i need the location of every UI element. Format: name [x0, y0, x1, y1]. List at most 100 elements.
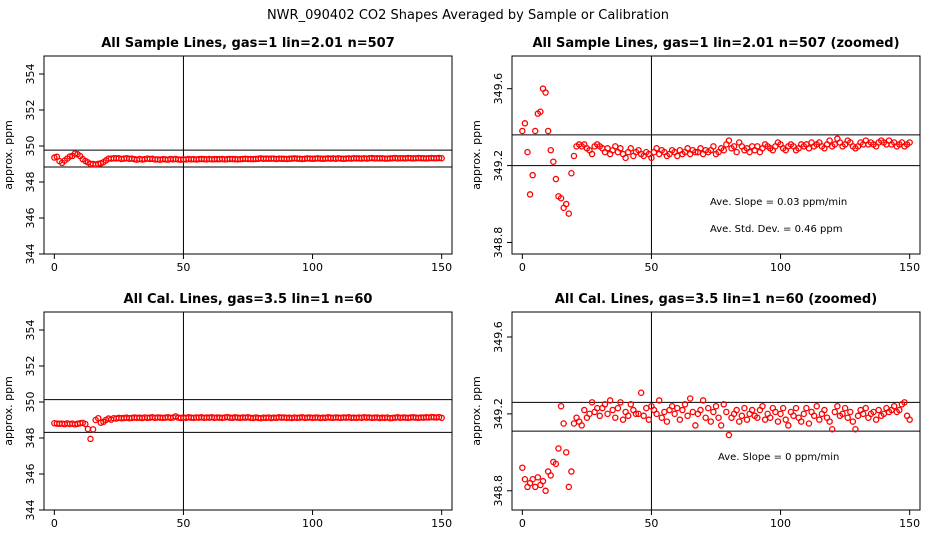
data-point [645, 416, 653, 423]
data-point [834, 402, 841, 410]
data-point [720, 146, 727, 154]
plot-frame [43, 55, 453, 255]
data-point [792, 404, 800, 412]
data-point [531, 127, 539, 135]
x-tick-label: 50 [644, 261, 658, 274]
y-tick-label: 344 [24, 244, 37, 265]
data-point [568, 468, 575, 475]
x-tick-label: 100 [302, 261, 323, 274]
data-point [438, 154, 445, 162]
data-point [826, 137, 833, 144]
y-tick-label: 349.6 [492, 321, 505, 353]
data-point [531, 483, 539, 491]
data-point [612, 143, 619, 150]
x-tick-label: 100 [770, 517, 791, 530]
data-point [604, 410, 611, 418]
data-point [805, 420, 813, 427]
data-point [774, 418, 782, 425]
data-point [526, 191, 534, 198]
data-point [674, 404, 681, 412]
data-point [852, 426, 859, 433]
data-point [565, 210, 573, 217]
data-point [674, 152, 681, 160]
y-axis-label: approx. ppm [470, 376, 483, 446]
data-point [519, 127, 526, 135]
data-point [712, 402, 720, 410]
data-point [632, 410, 640, 418]
data-point [841, 404, 849, 412]
x-tick-label: 150 [431, 261, 452, 274]
data-point [655, 397, 663, 404]
data-point [562, 200, 570, 208]
data-point [66, 153, 74, 160]
data-point [854, 412, 862, 420]
data-point [844, 414, 851, 421]
data-point [821, 406, 828, 414]
data-point [805, 145, 813, 152]
data-point [519, 464, 526, 471]
data-point [738, 412, 746, 420]
data-point [766, 414, 774, 421]
x-tick-label: 100 [770, 261, 791, 274]
data-point [676, 416, 684, 423]
y-tick-label: 348.8 [492, 475, 505, 507]
data-point [521, 475, 529, 483]
data-point [710, 143, 717, 150]
data-point [544, 127, 552, 135]
x-tick-label: 0 [51, 517, 58, 530]
y-axis-label: approx. ppm [2, 120, 15, 190]
y-tick-label: 354 [24, 64, 37, 85]
data-point [810, 412, 818, 420]
data-point [521, 120, 529, 127]
data-point [614, 404, 622, 412]
data-point [702, 414, 709, 421]
data-point [859, 410, 867, 418]
data-point [803, 404, 810, 412]
data-point [550, 158, 557, 165]
x-tick-label: 0 [519, 261, 526, 274]
data-point [779, 404, 787, 412]
y-tick-label: 348 [24, 428, 37, 449]
x-tick-label: 50 [644, 517, 658, 530]
data-point [570, 152, 578, 160]
y-tick-label: 349.2 [492, 150, 505, 182]
data-point [748, 406, 756, 414]
data-point [705, 404, 712, 412]
data-point [826, 418, 833, 425]
data-point [604, 145, 611, 152]
data-point [816, 416, 823, 423]
data-point [901, 399, 908, 406]
data-point [875, 406, 882, 414]
data-point [581, 406, 588, 414]
data-point [588, 150, 596, 158]
y-axis-label: approx. ppm [470, 120, 483, 190]
data-point [568, 170, 575, 177]
data-point [617, 399, 624, 406]
panel-sample-lines: All Sample Lines, gas=1 lin=2.01 n=507 a… [2, 36, 453, 274]
data-point [906, 416, 913, 423]
data-point [562, 449, 570, 456]
annotation-slope: Ave. Slope = 0.03 ppm/min [710, 197, 847, 208]
figure-title: NWR_090402 CO2 Shapes Averaged by Sample… [267, 8, 669, 23]
data-point [761, 416, 769, 423]
data-point [570, 420, 578, 427]
data-point [754, 414, 761, 421]
x-tick-label: 150 [899, 517, 920, 530]
plot-frame [511, 55, 921, 255]
data-point [529, 171, 536, 179]
data-point [743, 416, 751, 423]
data-point [542, 89, 549, 96]
data-point [547, 472, 554, 479]
data-point [524, 148, 531, 156]
data-point [671, 410, 678, 418]
y-tick-label: 349.6 [492, 73, 505, 105]
data-point [717, 422, 725, 429]
data-point [681, 401, 689, 408]
data-point [723, 408, 730, 416]
data-point [839, 410, 846, 418]
data-point [684, 412, 691, 420]
y-tick-label: 348 [24, 172, 37, 193]
data-point [661, 408, 668, 416]
data-point [692, 148, 699, 156]
